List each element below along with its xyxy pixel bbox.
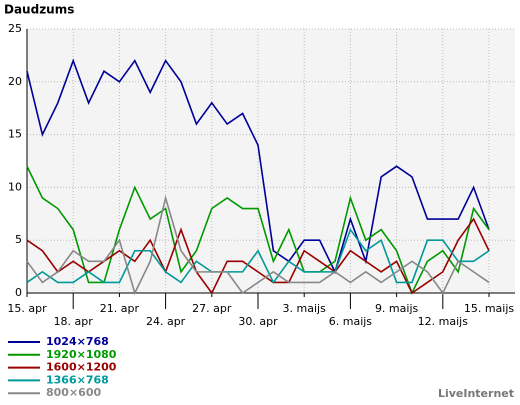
x-tick-label: 3. maijs [283,302,327,315]
y-tick-label: 20 [8,75,22,88]
x-tick-label: 12. maijs [418,315,469,328]
series-line [26,58,490,275]
series-line [26,194,490,296]
x-tick-label: 15. maijs [464,302,515,315]
x-tick-label: 15. apr [7,302,47,315]
x-tick-label: 27. apr [192,302,232,315]
legend-label: 1920×1080 [46,348,117,361]
x-tick-label: 24. apr [146,315,186,328]
plot-area [27,29,515,293]
legend-label: 1600×1200 [46,361,117,374]
x-tick-label: 30. apr [238,315,278,328]
legend-label: 1366×768 [46,373,109,386]
legend-label: 800×600 [46,386,101,399]
y-tick-label: 10 [8,180,22,193]
y-tick-label: 5 [15,233,22,246]
x-tick-label: 6. maijs [329,315,373,328]
x-tick-label: 9. maijs [375,302,419,315]
legend-label: 1024×768 [46,335,109,348]
y-tick-label: 15 [8,128,22,141]
x-tick-label: 18. apr [54,315,94,328]
y-tick-label: 0 [15,286,22,299]
source: LiveInternet [438,387,514,400]
y-tick-label: 25 [8,22,22,35]
series-line [26,227,490,284]
x-tick-label: 21. apr [100,302,140,315]
chart-title: Daudzums [4,3,74,17]
